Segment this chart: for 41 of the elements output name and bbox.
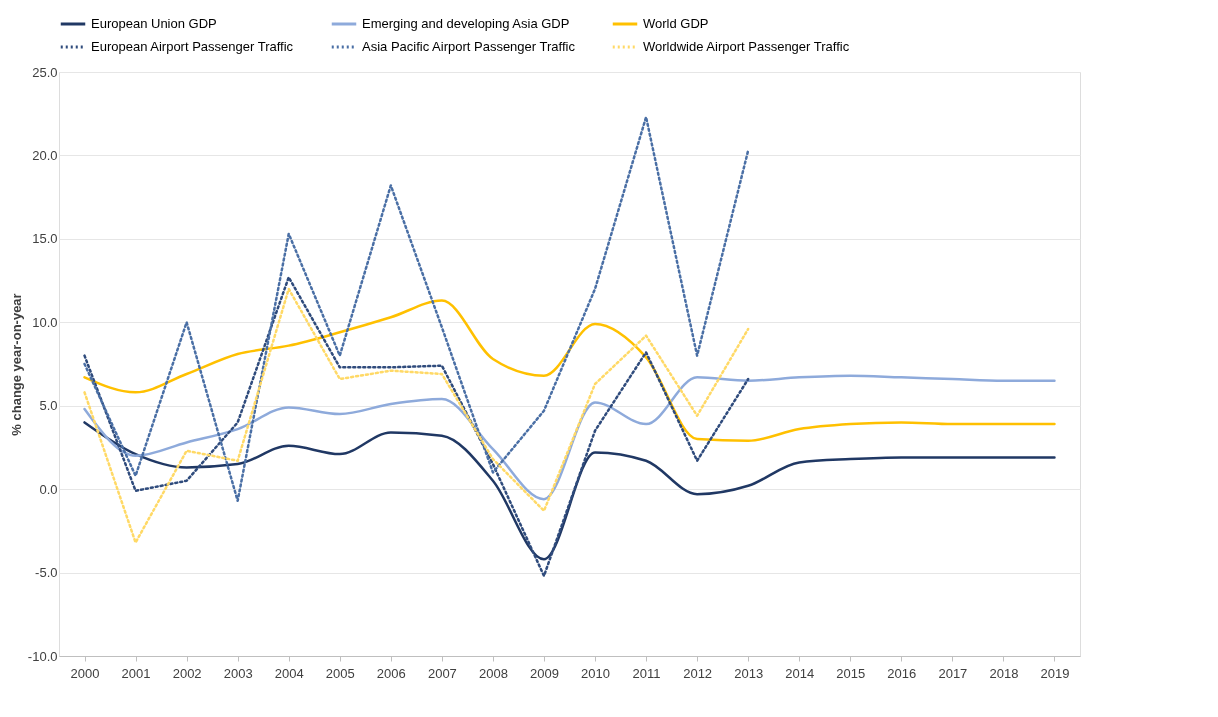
y-axis-title: % change year-on-year xyxy=(8,293,24,436)
x-tick-label: 2015 xyxy=(836,665,866,681)
y-tick-label: 10.0 xyxy=(32,314,58,330)
line-series xyxy=(83,275,750,578)
legend-label: Asia Pacific Airport Passenger Traffic xyxy=(362,39,576,54)
x-tick-label: 2001 xyxy=(121,665,151,681)
x-tick-label: 2007 xyxy=(427,665,457,681)
y-tick-label: 15.0 xyxy=(32,231,58,247)
y-tick-label: 0.0 xyxy=(39,481,58,497)
y-tick-label: 25.0 xyxy=(32,64,58,80)
x-tick-label: 2018 xyxy=(989,665,1019,681)
legend-label: World GDP xyxy=(643,16,709,31)
line-series xyxy=(83,299,1056,442)
y-tick-label: -10.0 xyxy=(27,648,58,664)
x-tick-label: 2012 xyxy=(683,665,713,681)
x-tick-label: 2019 xyxy=(1040,665,1070,681)
y-tick-label: 5.0 xyxy=(39,398,58,414)
x-tick-label: 2003 xyxy=(223,665,253,681)
x-tick-label: 2000 xyxy=(70,665,100,681)
x-tick-label: 2014 xyxy=(785,665,815,681)
line-series xyxy=(83,421,1056,561)
x-tick-label: 2017 xyxy=(938,665,968,681)
x-tick-label: 2010 xyxy=(581,665,610,681)
y-tick-label: 20.0 xyxy=(32,147,58,163)
x-tick-label: 2004 xyxy=(274,665,304,681)
x-tick-label: 2009 xyxy=(530,665,559,681)
legend-label: European Union GDP xyxy=(91,16,217,31)
legend-label: Worldwide Airport Passenger Traffic xyxy=(643,39,850,54)
x-tick-label: 2011 xyxy=(632,665,661,681)
x-tick-label: 2008 xyxy=(478,665,508,681)
y-tick-label: -5.0 xyxy=(35,565,58,581)
line-series xyxy=(83,287,750,544)
line-series xyxy=(83,374,1056,501)
x-tick-label: 2013 xyxy=(734,665,764,681)
x-tick-label: 2006 xyxy=(376,665,406,681)
line-series xyxy=(83,115,750,503)
x-tick-label: 2002 xyxy=(172,665,202,681)
legend-label: Emerging and developing Asia GDP xyxy=(362,16,570,31)
x-tick-label: 2005 xyxy=(325,665,355,681)
legend-label: European Airport Passenger Traffic xyxy=(91,39,294,54)
x-tick-label: 2016 xyxy=(887,665,917,681)
